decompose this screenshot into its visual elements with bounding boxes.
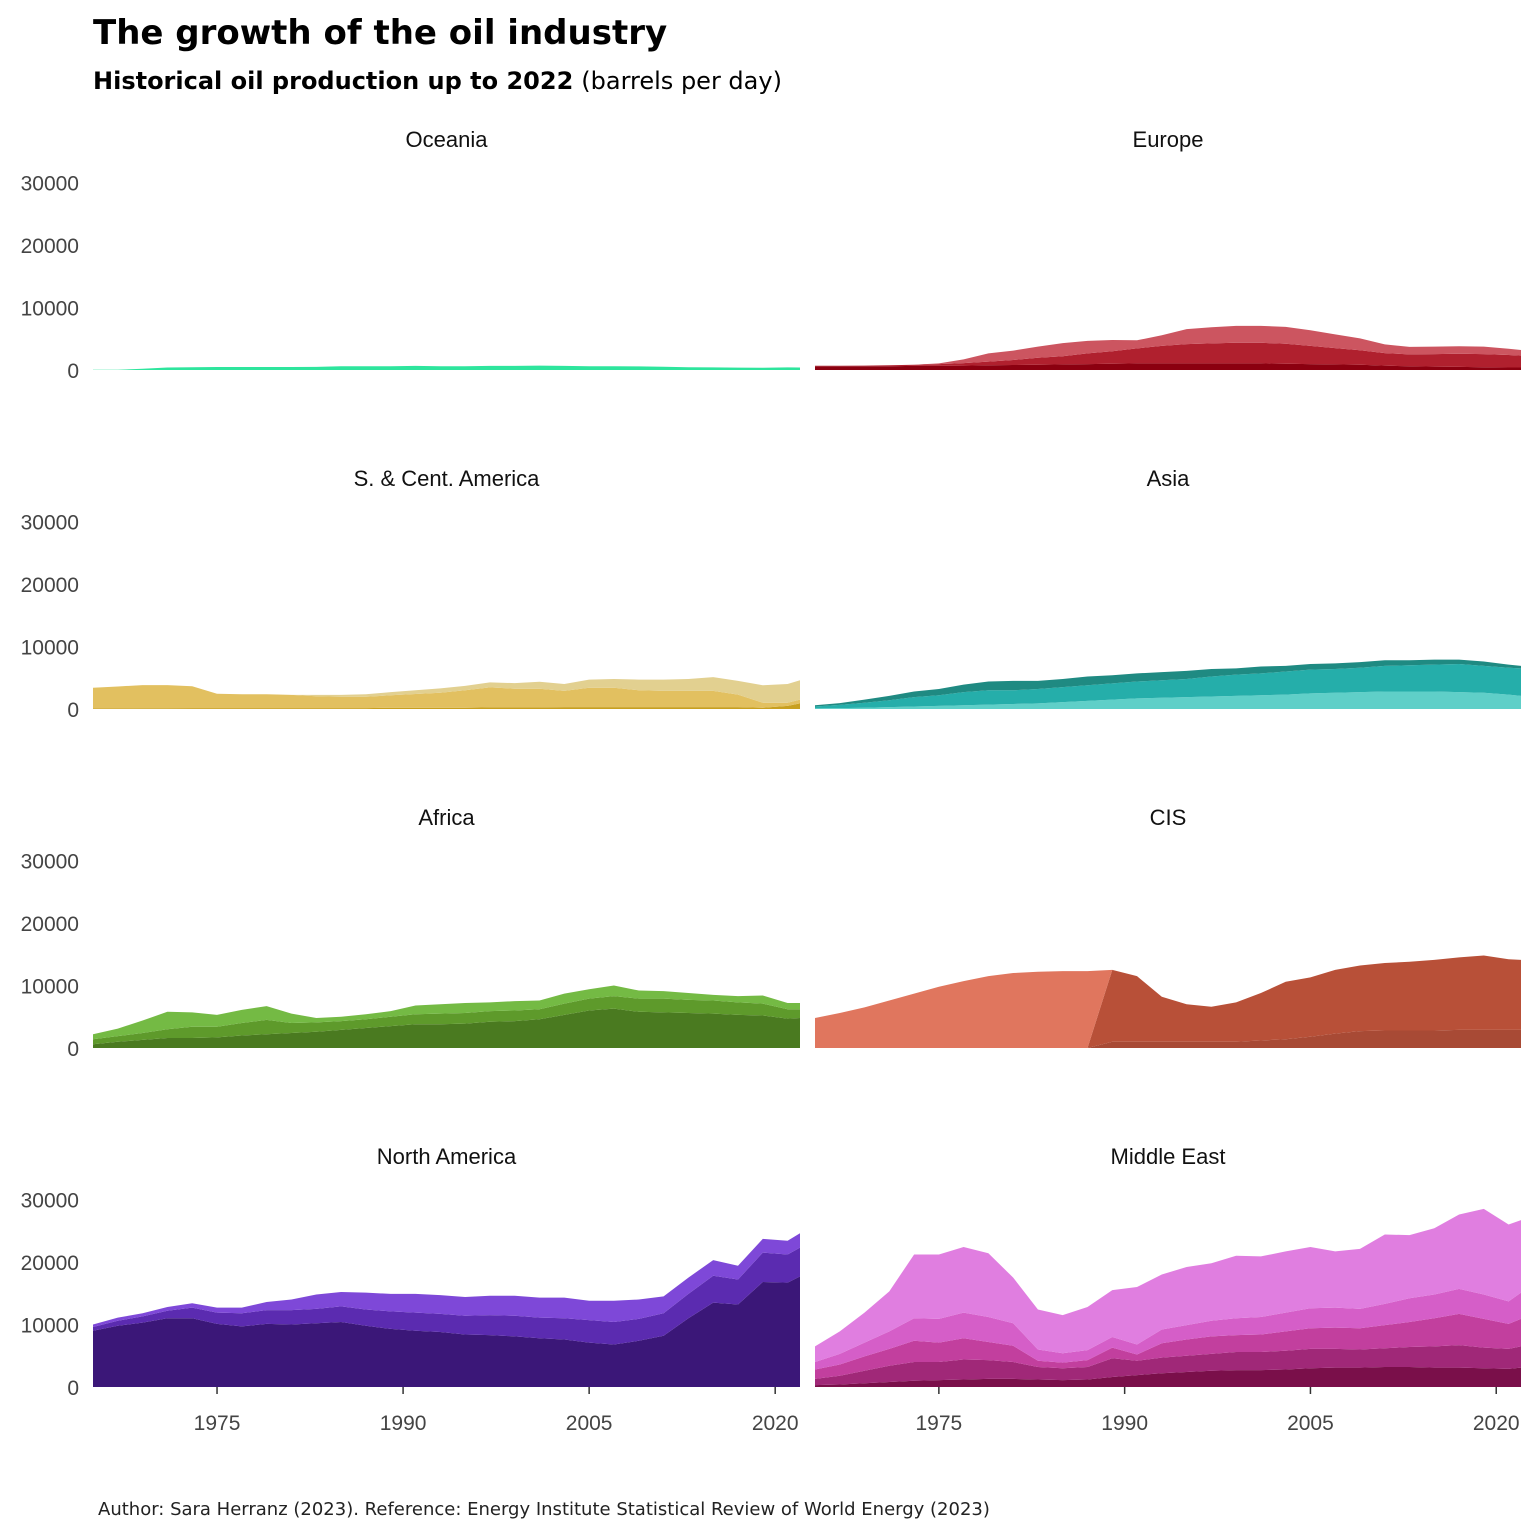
area-series-1 xyxy=(93,703,800,709)
y-tick-label: 20000 xyxy=(21,574,79,597)
area-series-1 xyxy=(815,1367,1521,1387)
panel-title: Africa xyxy=(418,805,475,830)
area-series-2 xyxy=(815,664,1521,709)
panel-title: Oceania xyxy=(406,127,489,152)
facet-panels: Oceania 0 10000 20000 30000 Europe S. & Cent. … xyxy=(21,127,1521,1435)
panel-africa: Africa 0 10000 20000 30000 xyxy=(21,805,800,1061)
chart-title: The growth of the oil industry xyxy=(93,13,667,53)
subtitle-bold: Historical oil production up to 2022 xyxy=(93,67,573,95)
panel-title: Middle East xyxy=(1111,1144,1226,1169)
chart-caption: Author: Sara Herranz (2023). Reference: … xyxy=(98,1499,990,1520)
y-tick-label: 0 xyxy=(67,1038,79,1061)
panel-s-cent-america: S. & Cent. America 0 10000 20000 30000 xyxy=(21,466,800,722)
panel-europe: Europe xyxy=(815,127,1521,370)
panel-title: Asia xyxy=(1147,466,1191,491)
area-series-3 xyxy=(815,325,1521,366)
y-tick-label: 20000 xyxy=(21,913,79,936)
area-series-3 xyxy=(93,985,800,1040)
area-series-1 xyxy=(93,365,800,370)
chart-subtitle: Historical oil production up to 2022 (bar… xyxy=(93,67,782,95)
area-series-1 xyxy=(93,1276,800,1387)
x-tick-label: 2005 xyxy=(566,1412,613,1435)
y-tick-label: 30000 xyxy=(21,173,79,196)
area-series-3 xyxy=(93,1233,800,1327)
area-series-3 xyxy=(815,1313,1521,1379)
x-tick-label: 1990 xyxy=(1101,1412,1148,1435)
area-series-3 xyxy=(93,677,800,703)
panel-title: S. & Cent. America xyxy=(354,466,541,491)
area-series-2 xyxy=(93,1247,800,1345)
y-tick-label: 30000 xyxy=(21,512,79,535)
y-tick-label: 0 xyxy=(67,360,79,383)
y-tick-label: 30000 xyxy=(21,1190,79,1213)
panel-oceania: Oceania 0 10000 20000 30000 xyxy=(21,127,800,383)
panel-north-america: North America 0 10000 20000 30000 1975 1990 200… xyxy=(21,1144,800,1435)
panel-title: North America xyxy=(377,1144,517,1169)
area-series-1 xyxy=(815,363,1521,370)
panel-middle-east: Middle East 1975 1990 2005 2020 xyxy=(815,1144,1521,1435)
panel-title: CIS xyxy=(1150,805,1187,830)
area-series-3 xyxy=(815,955,1521,1048)
y-tick-label: 0 xyxy=(67,1377,79,1400)
y-tick-label: 20000 xyxy=(21,1252,79,1275)
area-series-2 xyxy=(815,342,1521,368)
area-series-2 xyxy=(93,685,800,709)
x-tick-label: 1975 xyxy=(194,1412,241,1435)
subtitle-unit: (barrels per day) xyxy=(581,67,782,95)
y-tick-label: 10000 xyxy=(21,298,79,321)
y-tick-label: 20000 xyxy=(21,235,79,258)
y-tick-label: 10000 xyxy=(21,1315,79,1338)
y-tick-label: 10000 xyxy=(21,976,79,999)
area-series-2 xyxy=(815,955,1521,1048)
x-tick-label: 1990 xyxy=(380,1412,427,1435)
x-tick-label: 2005 xyxy=(1287,1412,1334,1435)
panel-cis: CIS xyxy=(815,805,1521,1048)
area-series-2 xyxy=(815,1345,1521,1386)
panel-asia: Asia xyxy=(815,466,1521,709)
area-series-1 xyxy=(815,1029,1521,1048)
y-tick-label: 30000 xyxy=(21,851,79,874)
x-tick-label: 1975 xyxy=(916,1412,963,1435)
x-tick-label: 2020 xyxy=(1473,1412,1520,1435)
area-series-1 xyxy=(815,691,1521,709)
area-series-4 xyxy=(815,1288,1521,1370)
panel-title: Europe xyxy=(1133,127,1204,152)
x-tick-label: 2020 xyxy=(752,1412,799,1435)
area-series-5 xyxy=(815,1208,1521,1362)
area-series-1 xyxy=(93,1008,800,1048)
y-tick-label: 0 xyxy=(67,699,79,722)
y-tick-label: 10000 xyxy=(21,637,79,660)
area-series-2 xyxy=(93,996,800,1045)
